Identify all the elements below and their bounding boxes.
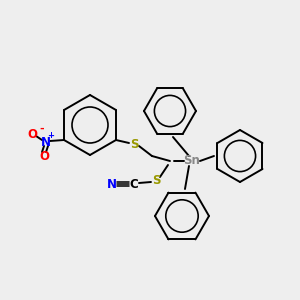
Text: N: N	[107, 178, 117, 190]
Text: N: N	[41, 136, 51, 148]
Text: +: +	[47, 131, 55, 140]
Text: O: O	[27, 128, 37, 140]
Text: O: O	[39, 149, 49, 163]
Text: S: S	[152, 175, 160, 188]
Text: S: S	[130, 137, 138, 151]
Text: Sn: Sn	[184, 154, 200, 167]
Text: -: -	[40, 124, 44, 134]
Text: C: C	[130, 178, 138, 190]
